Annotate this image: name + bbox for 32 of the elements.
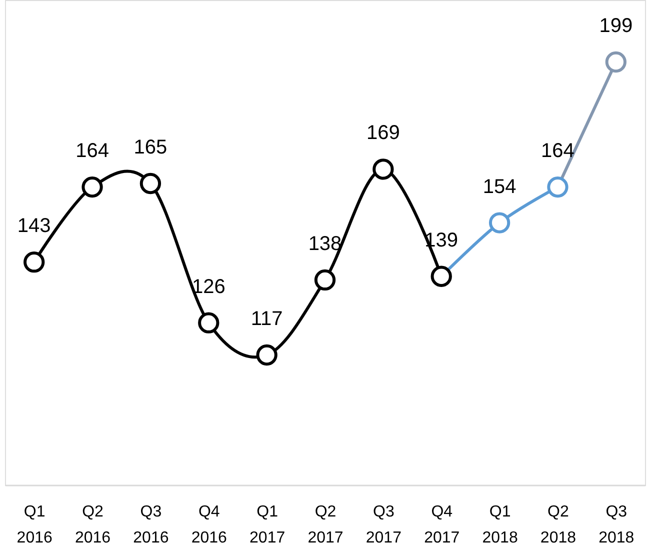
- x-tick-label: Q3 2016: [133, 504, 169, 546]
- point: [24, 252, 45, 273]
- x-tick-label: Q1 2018: [482, 504, 518, 546]
- x-tick-label: Q1 2017: [250, 504, 286, 546]
- data-label: 138: [308, 232, 342, 255]
- point: [82, 176, 103, 198]
- x-tick-label: Q2 2018: [540, 504, 576, 546]
- data-label: 164: [76, 140, 109, 162]
- point: [605, 51, 626, 73]
- point: [314, 269, 336, 291]
- data-label: 143: [17, 215, 51, 238]
- data-label: 154: [482, 176, 516, 198]
- x-tick-label: Q2 2016: [74, 504, 111, 546]
- x-tick-label: Q4 2016: [191, 504, 228, 546]
- data-label: 169: [366, 122, 400, 144]
- x-tick-label: Q3 2017: [366, 504, 402, 546]
- point: [547, 176, 568, 198]
- point: [140, 172, 162, 194]
- x-tick-label: Q2 2017: [308, 504, 344, 546]
- x-tick-label: Q3 2018: [598, 504, 634, 546]
- data-label: 126: [192, 276, 226, 298]
- point: [430, 266, 452, 287]
- point: [256, 344, 278, 366]
- data-label: 199: [599, 15, 633, 37]
- x-tick-label: Q4 2017: [424, 504, 460, 546]
- point: [198, 312, 220, 334]
- data-label: 164: [541, 140, 574, 162]
- point: [488, 212, 510, 234]
- x-tick-label: Q1 2016: [16, 504, 52, 546]
- data-label: 117: [250, 308, 283, 330]
- data-label: 165: [134, 136, 168, 158]
- point: [372, 158, 394, 180]
